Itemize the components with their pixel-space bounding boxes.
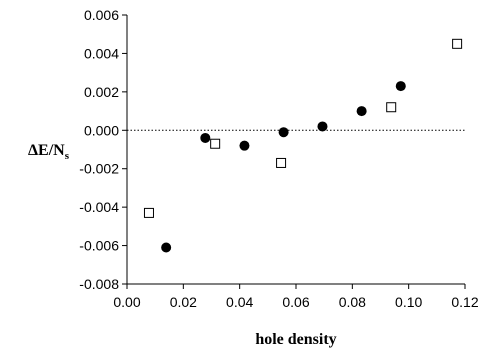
y-tick-label: 0.000 [84,122,119,138]
x-tick-label: 0.02 [170,294,197,310]
data-point-square [276,157,287,168]
data-point-square [210,138,221,149]
y-axis-title-main: ΔE/N [28,142,65,159]
data-point-square [143,207,154,218]
x-tick-label: 0.08 [339,294,366,310]
y-tick-label: 0.006 [84,7,119,23]
x-tick-label: 0.10 [395,294,422,310]
y-tick-label: 0.002 [84,84,119,100]
data-point-circle [356,106,367,117]
data-point-square [386,102,397,113]
plot-area: 0.00 0.02 0.04 0.06 0.08 0.10 0.12 -0.008-0.00… [79,7,479,310]
y-tick-label: -0.006 [79,238,119,254]
y-axis-title-subscript: s [65,150,70,162]
data-point-square [452,38,463,49]
data-point-circle [239,140,250,151]
x-tick-label: 0.00 [113,294,140,310]
y-tick-label: -0.008 [79,276,119,292]
data-point-circle [278,127,289,138]
x-tick-label: 0.12 [451,294,478,310]
data-point-circle [161,242,172,253]
data-markers [143,38,463,253]
y-tick-label: -0.004 [79,199,119,215]
y-ticks: -0.008 -0.006 -0.004 -0.002 0.000 0.002 0.004 0… [79,7,127,292]
x-tick-label: 0.04 [226,294,253,310]
x-tick-label: 0.06 [282,294,309,310]
y-tick-label: -0.002 [79,161,119,177]
data-point-circle [395,81,406,92]
data-point-circle [200,132,211,143]
x-axis-title: hole density [255,331,336,348]
x-ticks: 0.00 0.02 0.04 0.06 0.08 0.10 0.12 [113,284,479,310]
data-point-circle [317,121,328,132]
y-axis-title: ΔE/Ns [28,142,70,162]
y-tick-label: 0.004 [84,45,119,61]
